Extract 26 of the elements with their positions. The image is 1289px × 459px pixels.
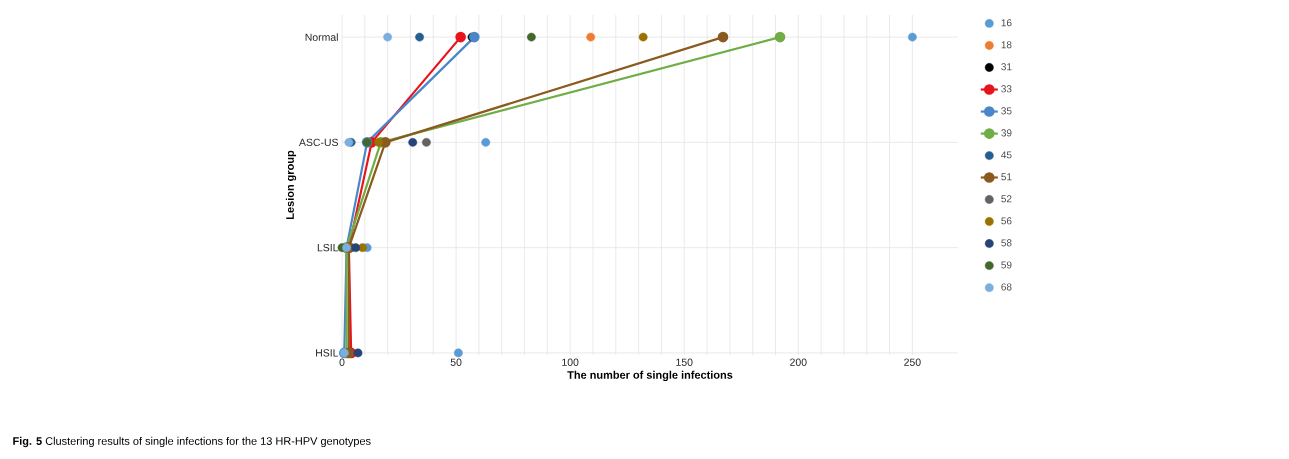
y-tick-label: LSIL (317, 243, 339, 252)
text: Fig. 5 Clustering results of single infections for the 13 HR-HPV genotypes (13, 436, 371, 448)
legend-label: 58 (1001, 239, 1012, 247)
legend-label: 51 (1001, 173, 1012, 181)
legend-label: 31 (1001, 63, 1012, 71)
y-tick-label: HSIL (316, 349, 339, 357)
legend-label: 18 (1001, 41, 1012, 49)
legend-label: 39 (1001, 129, 1012, 137)
legend-label: 59 (1001, 261, 1012, 269)
legend-label: 45 (1001, 151, 1012, 159)
x-axis-title: The number of single infections (567, 370, 733, 382)
x-tick-label: 50 (450, 358, 462, 366)
legend-label: 52 (1001, 195, 1012, 203)
legend-label: 56 (1001, 217, 1012, 225)
y-tick-label: ASC-US (298, 138, 338, 147)
x-tick-label: 100 (562, 358, 579, 366)
x-tick-label: 200 (790, 358, 807, 366)
legend-label: 16 (1001, 19, 1012, 27)
y-tick-label: Normal (305, 33, 338, 41)
x-tick-label: 250 (904, 358, 921, 366)
legend-label: 33 (1001, 85, 1012, 93)
x-tick-label: 150 (676, 358, 693, 366)
legend-label: 68 (1001, 283, 1012, 291)
x-tick-label: 0 (339, 358, 345, 366)
legend-label: 35 (1001, 107, 1012, 115)
y-axis-title: Lesion group (285, 150, 297, 219)
